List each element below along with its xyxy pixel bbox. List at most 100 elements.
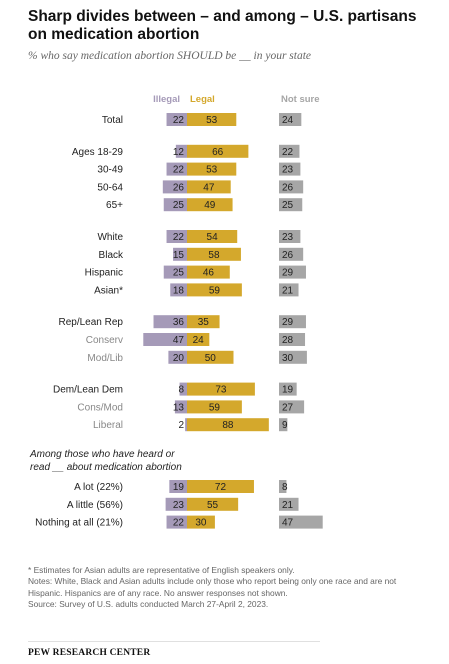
bar-legal bbox=[187, 230, 238, 243]
chart-subtitle: % who say medication abortion SHOULD be … bbox=[28, 50, 312, 62]
row-label: Liberal bbox=[93, 420, 123, 431]
row-label: Ages 18-29 bbox=[72, 147, 124, 158]
value-not-sure: 47 bbox=[282, 518, 294, 529]
value-illegal: 8 bbox=[178, 385, 184, 396]
bar-illegal bbox=[168, 350, 187, 364]
value-legal: 73 bbox=[215, 385, 227, 396]
value-legal: 88 bbox=[222, 420, 234, 431]
value-legal: 53 bbox=[206, 115, 218, 126]
value-not-sure: 27 bbox=[282, 402, 294, 413]
bar-not-sure bbox=[279, 162, 301, 176]
pew-logo-text: PEW RESEARCH CENTER bbox=[28, 648, 151, 658]
value-not-sure: 29 bbox=[282, 268, 294, 279]
value-legal: 54 bbox=[207, 232, 219, 243]
bar-legal bbox=[187, 497, 239, 511]
bar-legal bbox=[187, 480, 254, 493]
column-header-legal: Legal bbox=[190, 94, 215, 105]
chart-title: Sharp divides between – and among – U.S.… bbox=[28, 8, 417, 43]
value-not-sure: 23 bbox=[282, 232, 294, 243]
bar-illegal bbox=[165, 497, 187, 511]
group-heading-line: Among those who have heard or bbox=[29, 449, 175, 460]
bar-legal bbox=[187, 180, 231, 194]
bar-not-sure bbox=[279, 480, 287, 493]
row-label: Hispanic bbox=[85, 268, 123, 279]
value-illegal: 23 bbox=[173, 500, 185, 511]
value-legal: 47 bbox=[203, 182, 215, 193]
bar-illegal bbox=[143, 333, 187, 346]
value-legal: 50 bbox=[205, 353, 217, 364]
bar-not-sure bbox=[279, 382, 297, 396]
value-not-sure: 23 bbox=[282, 165, 294, 176]
value-illegal: 25 bbox=[173, 200, 185, 211]
value-legal: 30 bbox=[195, 518, 207, 529]
row-label: Nothing at all (21%) bbox=[35, 518, 123, 529]
value-legal: 59 bbox=[209, 285, 221, 296]
value-legal: 24 bbox=[193, 335, 205, 346]
bar-not-sure bbox=[279, 497, 299, 511]
footer-divider bbox=[28, 641, 320, 642]
row-label: Mod/Lib bbox=[87, 353, 123, 364]
row-label: Cons/Mod bbox=[77, 402, 123, 413]
value-not-sure: 26 bbox=[282, 250, 294, 261]
bar-legal bbox=[187, 247, 241, 261]
value-illegal: 20 bbox=[173, 353, 185, 364]
value-legal: 58 bbox=[208, 250, 220, 261]
value-not-sure: 8 bbox=[282, 482, 288, 493]
value-illegal: 22 bbox=[173, 518, 185, 529]
bar-illegal bbox=[166, 230, 187, 243]
bar-illegal bbox=[185, 418, 187, 432]
bar-legal bbox=[187, 162, 237, 176]
bar-legal bbox=[187, 283, 242, 297]
bar-illegal bbox=[166, 162, 187, 176]
bar-illegal bbox=[173, 247, 187, 261]
source-footnote: Source: Survey of U.S. adults conducted … bbox=[28, 598, 269, 609]
bar-not-sure bbox=[279, 418, 288, 432]
row-label: Total bbox=[102, 115, 123, 126]
value-legal: 35 bbox=[198, 317, 210, 328]
footnotes: * Estimates for Asian adults are represe… bbox=[28, 565, 428, 610]
bar-not-sure bbox=[279, 283, 299, 297]
bar-illegal bbox=[175, 144, 187, 158]
value-not-sure: 30 bbox=[282, 353, 294, 364]
value-not-sure: 28 bbox=[282, 335, 294, 346]
bar-not-sure bbox=[279, 180, 304, 194]
value-illegal: 22 bbox=[173, 165, 185, 176]
bar-legal bbox=[187, 382, 255, 396]
bar-not-sure bbox=[279, 333, 306, 346]
race-footnote: Notes: White, Black and Asian adults inc… bbox=[28, 576, 397, 598]
value-legal: 49 bbox=[204, 200, 216, 211]
bar-illegal bbox=[163, 265, 187, 279]
bar-illegal bbox=[153, 315, 187, 329]
value-illegal: 36 bbox=[173, 317, 185, 328]
row-label: Asian* bbox=[94, 285, 123, 296]
value-not-sure: 22 bbox=[282, 147, 294, 158]
diverging-bar-chart: Illegal Legal Not sure Total 22 53 24 Ages 18-2… bbox=[29, 94, 323, 529]
bar-legal bbox=[187, 333, 210, 346]
row-label: A lot (22%) bbox=[74, 482, 123, 493]
bar-not-sure bbox=[279, 315, 306, 329]
bar-legal bbox=[187, 418, 269, 432]
row-label: Conserv bbox=[86, 335, 123, 346]
bar-not-sure bbox=[279, 265, 306, 279]
bar-illegal bbox=[163, 198, 187, 212]
value-legal: 72 bbox=[215, 482, 227, 493]
bar-illegal bbox=[166, 113, 187, 126]
value-not-sure: 19 bbox=[282, 385, 294, 396]
bar-not-sure bbox=[279, 144, 300, 158]
column-header-not-sure: Not sure bbox=[281, 94, 320, 105]
bar-legal bbox=[187, 113, 237, 126]
asian-footnote: * Estimates for Asian adults are represe… bbox=[28, 565, 295, 575]
value-not-sure: 26 bbox=[282, 182, 294, 193]
value-legal: 66 bbox=[212, 147, 224, 158]
value-illegal: 26 bbox=[173, 182, 185, 193]
row-label: 30-49 bbox=[97, 165, 123, 176]
value-illegal: 15 bbox=[173, 250, 185, 261]
group-heading-line: read __ about medication abortion bbox=[30, 462, 182, 473]
value-legal: 55 bbox=[207, 500, 219, 511]
row-label: 65+ bbox=[106, 200, 123, 211]
value-not-sure: 21 bbox=[282, 500, 294, 511]
value-illegal: 19 bbox=[173, 482, 185, 493]
value-not-sure: 25 bbox=[282, 200, 294, 211]
value-illegal: 22 bbox=[173, 232, 185, 243]
value-legal: 46 bbox=[203, 268, 215, 279]
